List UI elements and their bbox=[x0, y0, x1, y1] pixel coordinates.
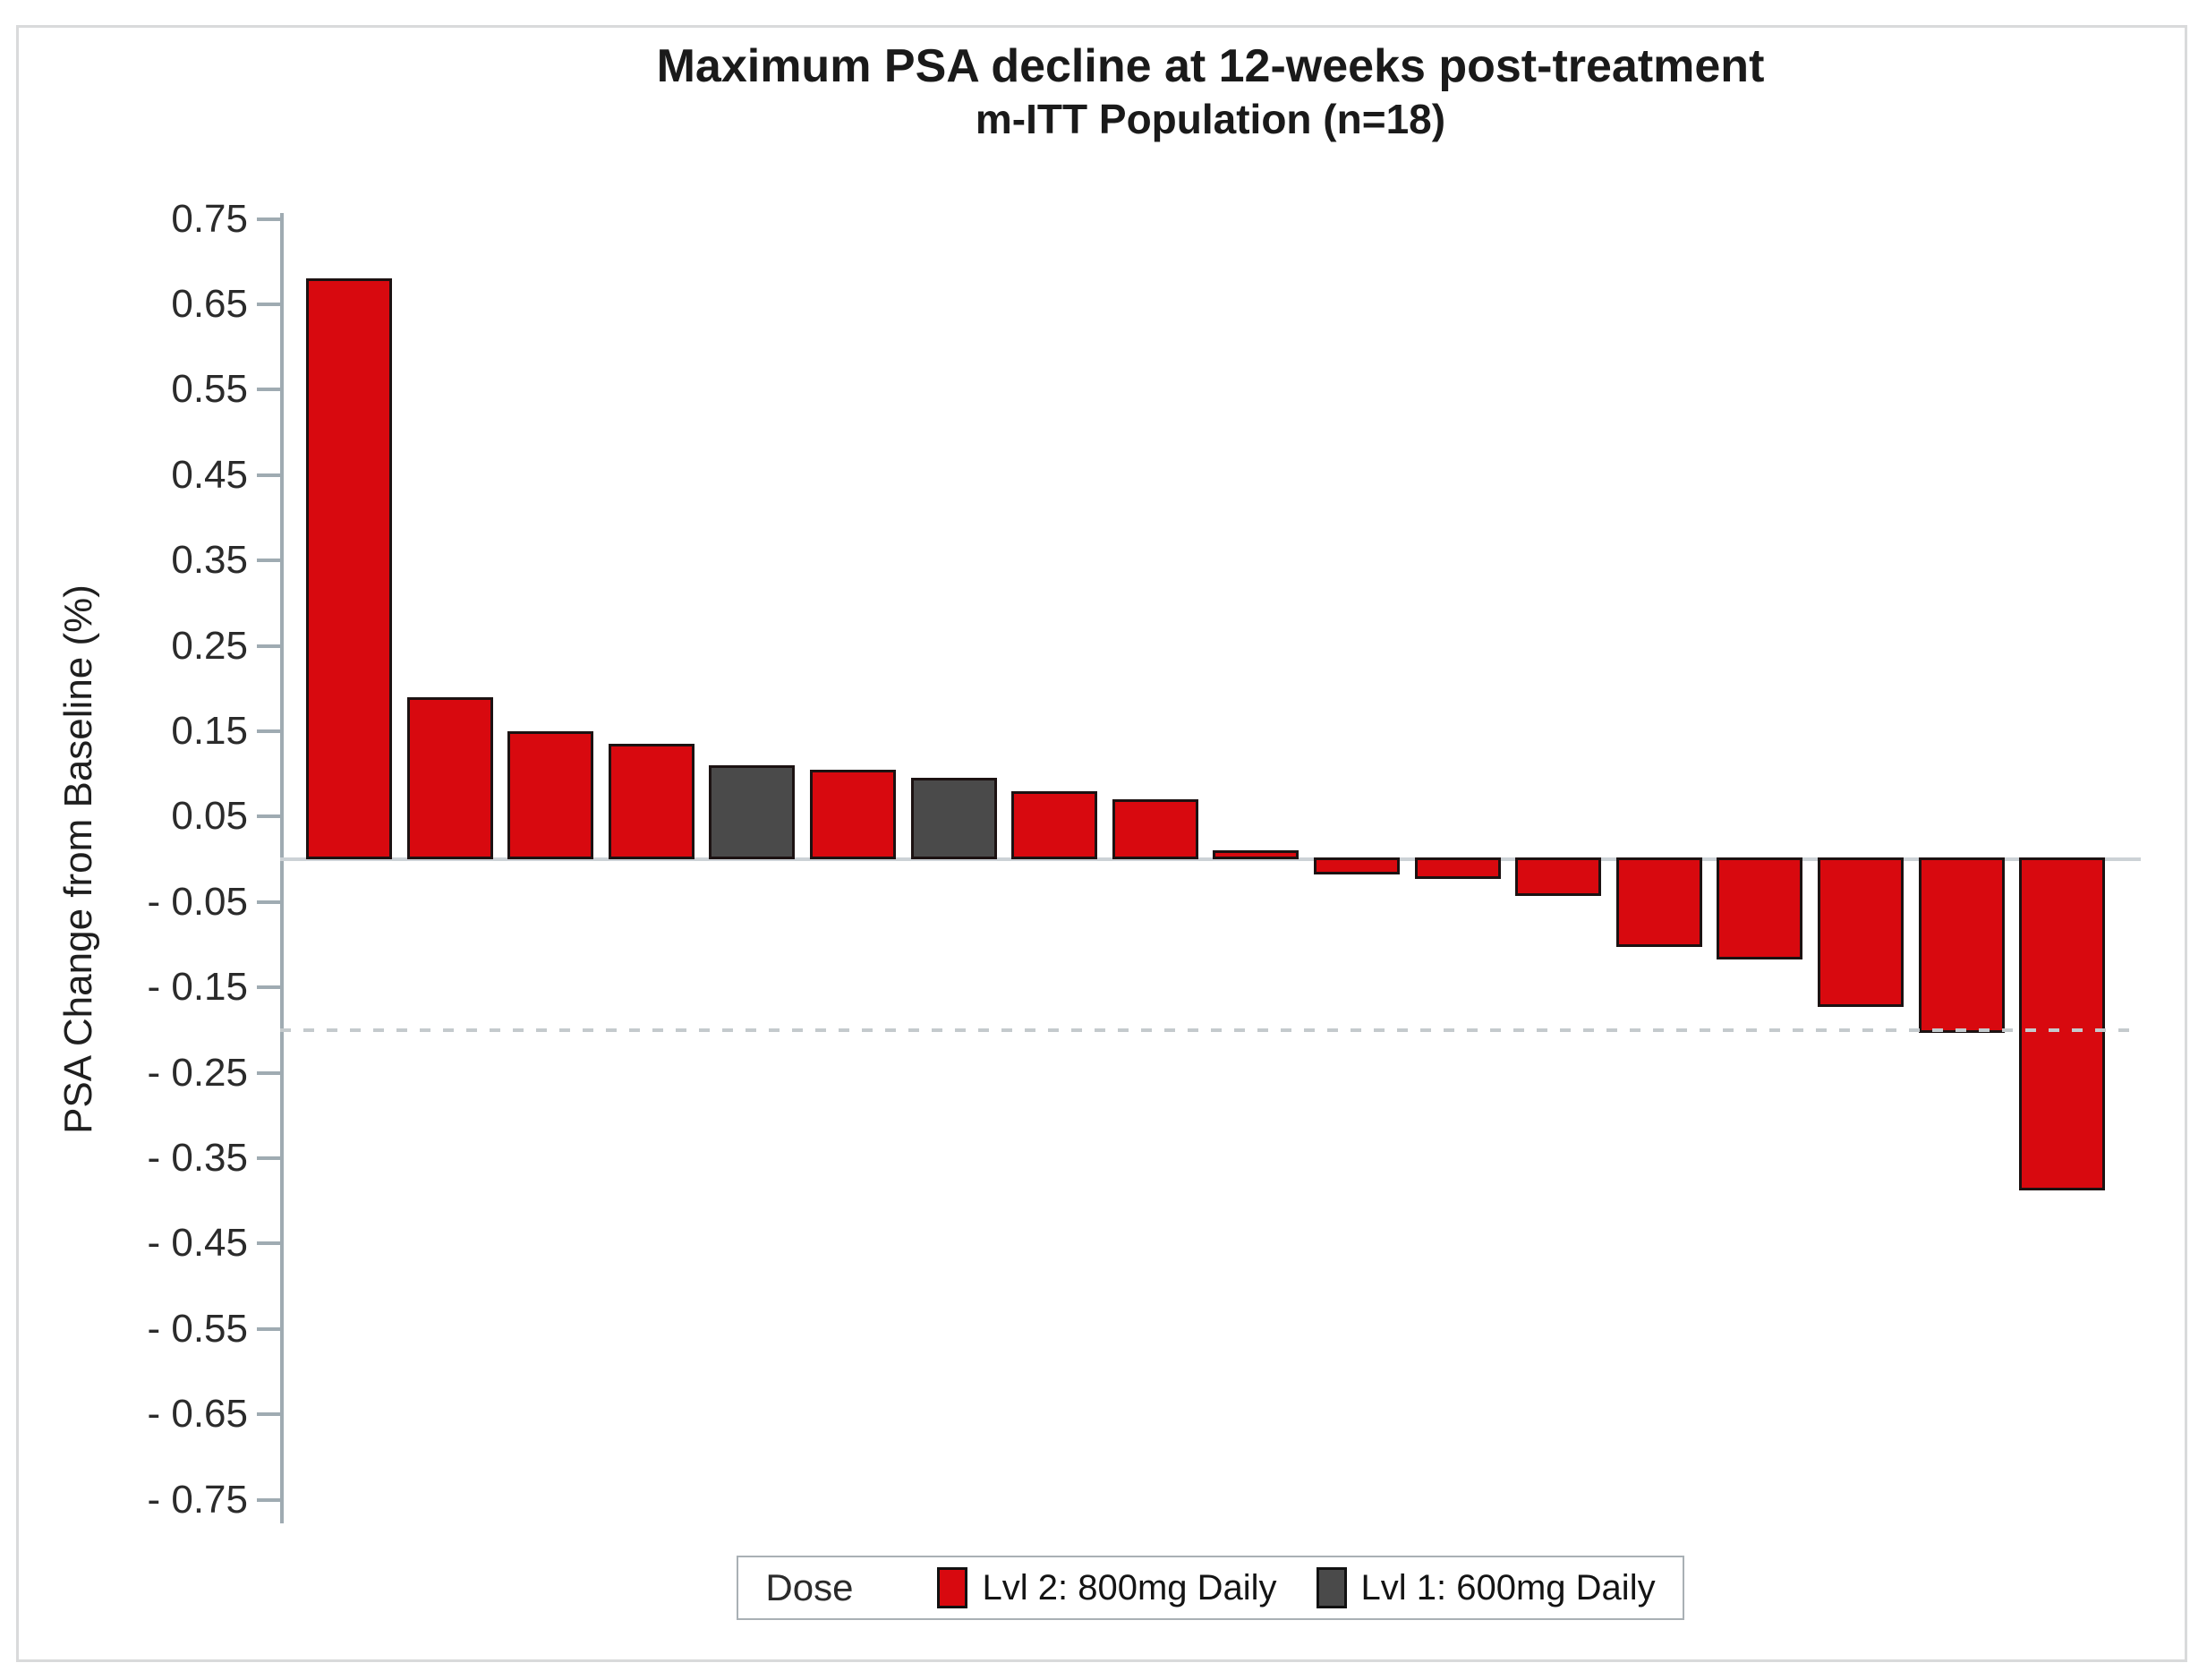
y-tick-mark bbox=[257, 1497, 280, 1502]
bar-patient-7-lvl1 bbox=[911, 778, 997, 859]
y-tick-label: - 0.75 bbox=[147, 1477, 248, 1522]
y-tick-label: 0.65 bbox=[171, 281, 248, 326]
chart-subtitle: m-ITT Population (n=18) bbox=[975, 96, 1446, 142]
bar-patient-3-lvl2 bbox=[507, 731, 593, 859]
y-tick-mark bbox=[257, 1326, 280, 1331]
y-tick-label: - 0.45 bbox=[147, 1221, 248, 1266]
y-tick-label: - 0.25 bbox=[147, 1050, 248, 1095]
y-tick-label: - 0.15 bbox=[147, 965, 248, 1010]
bar-patient-9-lvl2 bbox=[1112, 799, 1198, 859]
y-tick-label: 0.05 bbox=[171, 794, 248, 839]
y-tick-label: 0.35 bbox=[171, 538, 248, 583]
y-tick-mark bbox=[257, 388, 280, 392]
y-tick-label: 0.75 bbox=[171, 196, 248, 241]
legend-title: Dose bbox=[765, 1566, 854, 1608]
y-tick-mark bbox=[257, 1070, 280, 1075]
legend-items: Lvl 2: 800mg Daily Lvl 1: 600mg Daily bbox=[937, 1567, 1656, 1608]
y-tick-label: - 0.65 bbox=[147, 1392, 248, 1437]
y-tick-label: 0.15 bbox=[171, 708, 248, 753]
bar-patient-13-lvl2 bbox=[1515, 857, 1601, 896]
psa-decline-threshold-line bbox=[280, 1028, 2141, 1032]
legend-label-lvl2: Lvl 2: 800mg Daily bbox=[982, 1567, 1277, 1608]
y-tick-mark bbox=[257, 1156, 280, 1160]
bar-patient-17-lvl2 bbox=[1919, 857, 2005, 1033]
legend-label-lvl1: Lvl 1: 600mg Daily bbox=[1360, 1567, 1656, 1608]
bar-patient-8-lvl2 bbox=[1011, 791, 1097, 859]
bar-patient-12-lvl2 bbox=[1415, 857, 1501, 879]
y-tick-mark bbox=[257, 900, 280, 904]
y-tick-label: - 0.05 bbox=[147, 879, 248, 924]
bar-patient-6-lvl2 bbox=[810, 770, 896, 859]
y-tick-mark bbox=[257, 1241, 280, 1246]
chart-title: Maximum PSA decline at 12-weeks post-tre… bbox=[656, 40, 1765, 92]
legend: Dose Lvl 2: 800mg Daily Lvl 1: 600mg Dail… bbox=[280, 1556, 2141, 1620]
y-tick-label: 0.25 bbox=[171, 623, 248, 668]
legend-item-lvl2: Lvl 2: 800mg Daily bbox=[937, 1567, 1277, 1608]
legend-swatch-lvl2 bbox=[937, 1567, 968, 1608]
bar-patient-5-lvl1 bbox=[709, 765, 795, 859]
bar-patient-1-lvl2 bbox=[306, 278, 392, 859]
bar-patient-11-lvl2 bbox=[1314, 857, 1400, 874]
zero-baseline bbox=[280, 857, 2141, 861]
bar-patient-14-lvl2 bbox=[1616, 857, 1702, 947]
y-tick-mark bbox=[257, 729, 280, 733]
legend-item-lvl1: Lvl 1: 600mg Daily bbox=[1316, 1567, 1656, 1608]
y-axis-line bbox=[280, 213, 284, 1523]
y-tick-mark bbox=[257, 217, 280, 221]
y-tick-mark bbox=[257, 644, 280, 648]
y-tick-mark bbox=[257, 1412, 280, 1417]
y-tick-label: - 0.35 bbox=[147, 1135, 248, 1180]
y-tick-label: 0.55 bbox=[171, 367, 248, 412]
y-tick-mark bbox=[257, 559, 280, 563]
y-tick-mark bbox=[257, 473, 280, 477]
bar-patient-10-lvl2 bbox=[1213, 850, 1299, 859]
legend-box: Dose Lvl 2: 800mg Daily Lvl 1: 600mg Dail… bbox=[737, 1556, 1684, 1620]
bar-patient-16-lvl2 bbox=[1818, 857, 1904, 1007]
y-tick-mark bbox=[257, 985, 280, 990]
y-tick-label: - 0.55 bbox=[147, 1306, 248, 1351]
y-tick-label: 0.45 bbox=[171, 452, 248, 497]
legend-swatch-lvl1 bbox=[1316, 1567, 1347, 1608]
y-tick-mark bbox=[257, 302, 280, 306]
bar-patient-2-lvl2 bbox=[407, 697, 493, 859]
bar-patient-18-lvl2 bbox=[2019, 857, 2105, 1190]
bar-patient-15-lvl2 bbox=[1717, 857, 1802, 959]
y-tick-mark bbox=[257, 814, 280, 819]
bar-patient-4-lvl2 bbox=[609, 744, 694, 859]
